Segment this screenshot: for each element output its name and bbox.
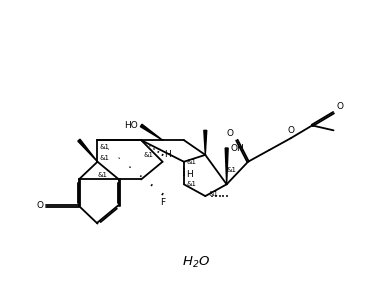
Text: O: O — [227, 129, 234, 138]
Text: O: O — [287, 126, 294, 135]
Text: O: O — [36, 201, 44, 210]
Text: H: H — [186, 170, 192, 179]
Text: F: F — [160, 198, 165, 207]
Text: &1: &1 — [100, 144, 110, 150]
Polygon shape — [78, 139, 98, 162]
Text: $\mathregular{H_2O}$: $\mathregular{H_2O}$ — [182, 255, 210, 270]
Text: &1: &1 — [143, 152, 153, 158]
Polygon shape — [204, 130, 207, 155]
Text: &1: &1 — [98, 171, 107, 178]
Polygon shape — [140, 124, 163, 140]
Polygon shape — [225, 148, 228, 184]
Text: H: H — [164, 150, 171, 159]
Text: &1: &1 — [187, 181, 197, 187]
Text: &1: &1 — [100, 155, 110, 161]
Text: OH: OH — [230, 143, 244, 152]
Text: &1: &1 — [208, 191, 218, 197]
Text: O: O — [336, 102, 343, 111]
Text: &1: &1 — [227, 167, 237, 173]
Text: &1: &1 — [187, 159, 197, 165]
Text: HO: HO — [124, 121, 138, 130]
